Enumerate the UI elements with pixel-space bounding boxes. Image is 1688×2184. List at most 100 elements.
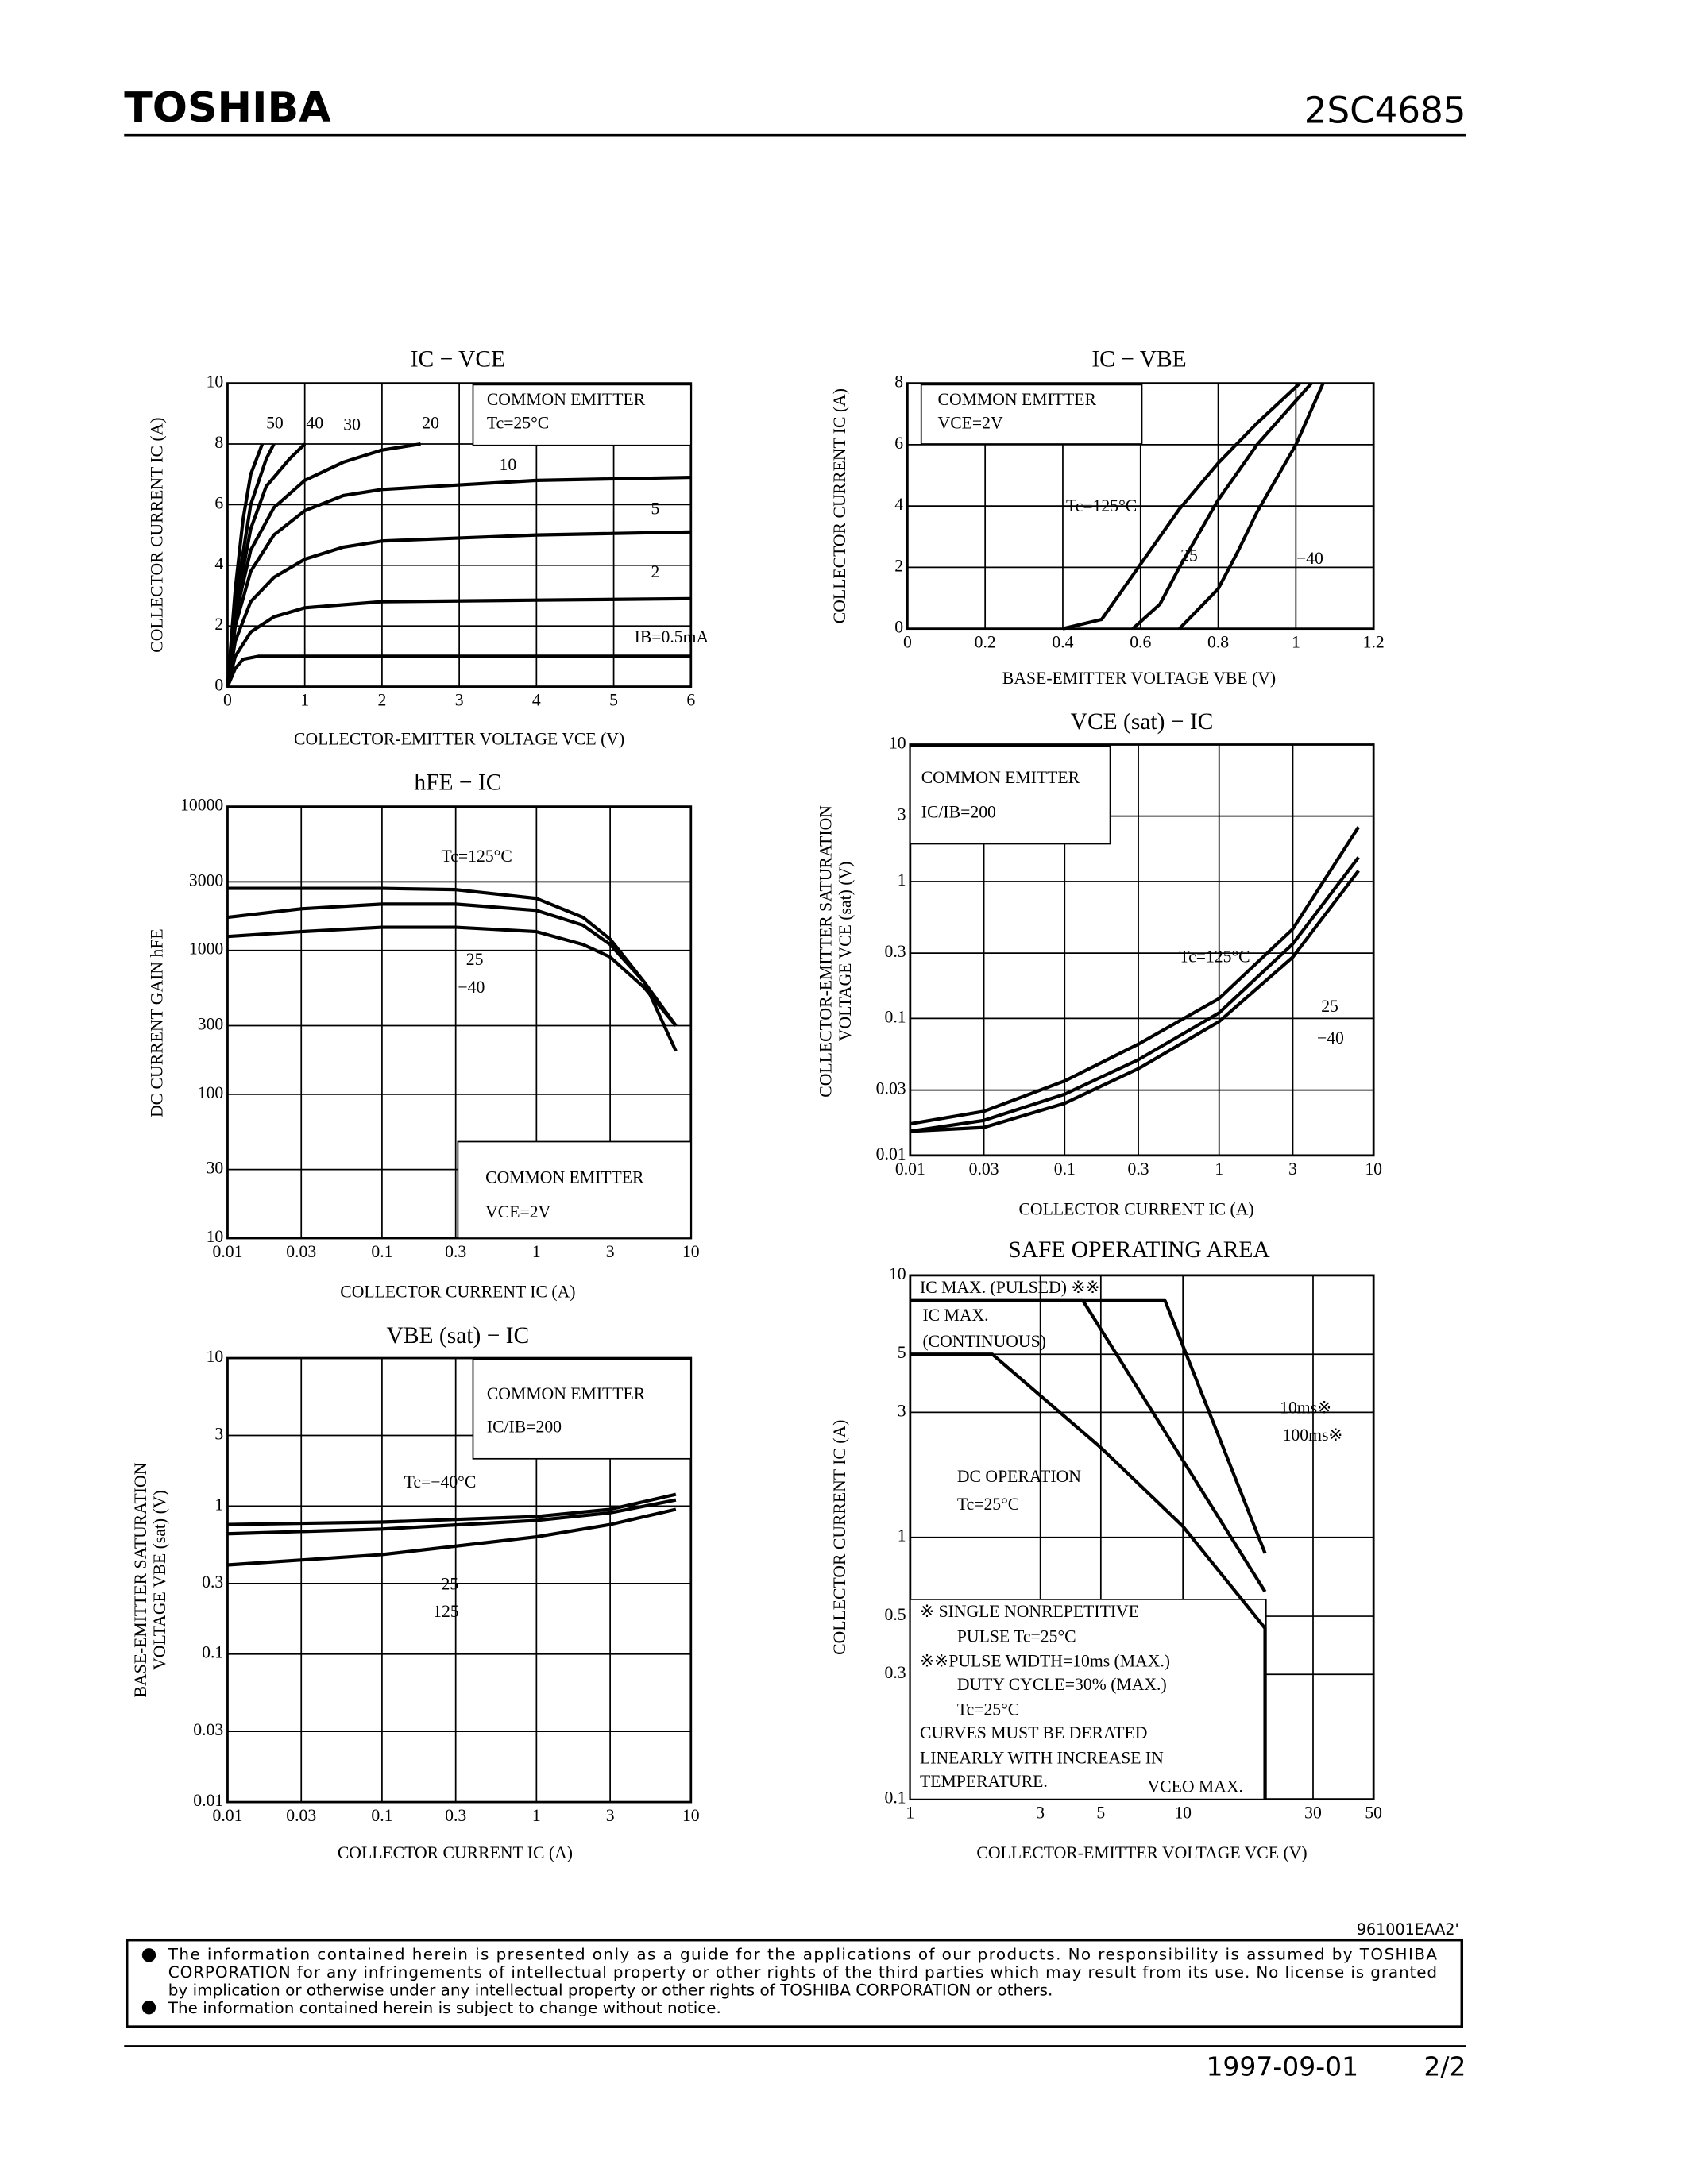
annotation: TEMPERATURE. [920,1772,1048,1791]
annotation: COMMON EMITTER [921,768,1080,787]
x-tick-label: 6 [686,691,695,710]
y-tick-label: 4 [214,554,223,573]
annotation-box [909,1599,1267,1800]
x-tick-label: 10 [682,1242,700,1261]
curve-label: IB=0.5mA [635,627,709,646]
x-tick-label: 2 [377,691,386,710]
notice-line: The information contained herein is pres… [168,1944,1438,1963]
curve-label: 25 [442,1575,459,1594]
brand: TOSHIBA [124,84,331,132]
x-tick-label: 10 [1365,1160,1382,1179]
y-tick-label: 0.1 [885,1788,906,1808]
x-axis-label: COLLECTOR-EMITTER VOLTAGE VCE (V) [294,729,624,748]
curve-label: 10ms※ [1280,1398,1331,1417]
x-tick-label: 0.03 [286,1806,316,1825]
curve [226,475,691,687]
x-tick-label: 30 [1304,1804,1322,1823]
x-tick-label: 3 [606,1242,615,1261]
curve-label: 25 [466,950,484,969]
y-tick-label: 6 [894,434,903,453]
y-axis-label: COLLECTOR CURRENT IC (A) [830,1420,849,1655]
x-tick-label: 0.1 [1054,1160,1076,1179]
y-tick-label: 300 [198,1014,224,1033]
doc-code: 961001EAA2' [1357,1920,1459,1939]
x-tick-label: 10 [1174,1804,1192,1823]
annotation: (CONTINUOUS) [922,1332,1045,1351]
notice-line: by implication or otherwise under any in… [168,1980,1053,1999]
x-tick-label: 0.01 [212,1806,242,1825]
chart-title: hFE − IC [414,770,501,796]
x-tick-label: 4 [532,691,541,710]
x-tick-label: 0 [903,633,912,652]
y-tick-label: 3 [898,805,906,824]
y-tick-label: 10000 [180,796,223,815]
x-tick-label: 10 [682,1806,700,1825]
x-tick-label: 1 [1292,633,1300,652]
x-tick-label: 3 [455,691,464,710]
x-tick-label: 5 [609,691,618,710]
part-number: 2SC4685 [1304,89,1466,131]
annotation: VCE=2V [485,1202,550,1221]
annotation: COMMON EMITTER [487,1384,646,1403]
y-axis-label: VOLTAGE VCE (sat) (V) [836,862,855,1042]
curve-label: 125 [433,1602,459,1621]
curve-label: Tc=125°C [1066,496,1137,515]
annotation: ※ SINGLE NONREPETITIVE [920,1602,1139,1621]
x-tick-label: 3 [1036,1804,1045,1823]
curve-label: Tc=125°C [1179,947,1250,967]
plot-frame [909,743,1375,1157]
x-axis-label: COLLECTOR CURRENT IC (A) [338,1843,573,1862]
annotation: IC/IB=200 [921,802,996,821]
annotation: Tc=25°C [957,1495,1019,1514]
curve [227,1492,677,1526]
y-tick-label: 0 [214,676,223,695]
plot-frame [226,1356,693,1804]
y-tick-label: 0.3 [885,942,906,961]
y-tick-label: 0.3 [885,1663,906,1682]
annotation: PULSE Tc=25°C [957,1626,1076,1646]
curve [226,530,691,687]
x-axis-label: BASE-EMITTER VOLTAGE VBE (V) [1002,669,1276,688]
y-tick-label: 1 [898,1526,906,1545]
x-tick-label: 0.3 [445,1806,466,1825]
y-axis-label: BASE-EMITTER SATURATION [131,1462,150,1697]
x-tick-label: 3 [1288,1160,1297,1179]
x-tick-label: 0.03 [969,1160,999,1179]
curve [226,654,691,688]
y-tick-label: 8 [894,372,903,392]
curve-label: Tc=125°C [442,847,512,866]
x-tick-label: 0.6 [1130,633,1151,652]
annotation: ※※PULSE WIDTH=10ms (MAX.) [920,1652,1170,1671]
annotation: VCEO MAX. [1147,1777,1243,1796]
curve [1131,382,1313,631]
y-axis-label: COLLECTOR CURRENT IC (A) [148,418,167,653]
curve [910,1352,1267,1800]
y-tick-label: 3 [214,1424,223,1443]
annotation: LINEARLY WITH INCREASE IN [920,1748,1164,1767]
y-tick-label: 0.1 [202,1643,223,1662]
x-axis-label: COLLECTOR-EMITTER VOLTAGE VCE (V) [976,1843,1307,1862]
curve [1178,382,1325,631]
annotation: COMMON EMITTER [938,390,1097,409]
page-number: 2/2 [1423,2051,1466,2082]
y-tick-label: 0.3 [202,1572,223,1592]
plot-frame [226,382,693,688]
y-tick-label: 0.01 [193,1791,223,1810]
annotation-box [909,745,1111,845]
y-tick-label: 0.5 [885,1605,906,1624]
annotation: VCE=2V [938,414,1003,433]
curve [227,1507,677,1567]
annotation: IC MAX. [922,1306,988,1325]
bullet [141,2001,156,2015]
x-tick-label: 3 [606,1806,615,1825]
annotation: CURVES MUST BE DERATED [920,1723,1147,1742]
chart-title: IC − VBE [1091,347,1186,372]
curve [910,1298,1267,1593]
curve-label: 40 [306,414,323,433]
notice-line: The information contained herein is subj… [168,1998,721,2017]
y-tick-label: 0.01 [876,1144,906,1163]
chart-title: VBE (sat) − IC [387,1323,530,1349]
y-axis-label: VOLTAGE VBE (sat) (V) [150,1490,169,1670]
curve [227,925,678,1027]
x-tick-label: 1.2 [1363,633,1385,652]
